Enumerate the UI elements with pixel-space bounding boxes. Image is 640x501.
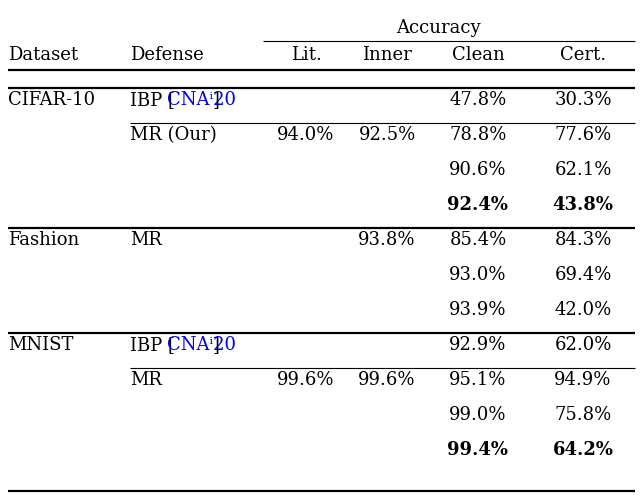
Text: 62.0%: 62.0% bbox=[554, 336, 612, 354]
Text: 94.9%: 94.9% bbox=[554, 371, 612, 389]
Text: 30.3%: 30.3% bbox=[554, 91, 612, 109]
Text: Fashion: Fashion bbox=[8, 231, 79, 249]
Text: 85.4%: 85.4% bbox=[449, 231, 507, 249]
Text: 90.6%: 90.6% bbox=[449, 161, 507, 179]
Text: 99.6%: 99.6% bbox=[358, 371, 416, 389]
Text: 78.8%: 78.8% bbox=[449, 126, 507, 144]
Text: Accuracy: Accuracy bbox=[396, 19, 480, 37]
Text: CIFAR-10: CIFAR-10 bbox=[8, 91, 95, 109]
Text: 42.0%: 42.0% bbox=[554, 301, 612, 319]
Text: 92.4%: 92.4% bbox=[447, 196, 509, 214]
Text: Cert.: Cert. bbox=[560, 46, 606, 64]
Text: Lit.: Lit. bbox=[291, 46, 321, 64]
Text: 94.0%: 94.0% bbox=[277, 126, 335, 144]
Text: MR: MR bbox=[130, 231, 162, 249]
Text: Defense: Defense bbox=[130, 46, 204, 64]
Text: MR: MR bbox=[130, 371, 162, 389]
Text: 92.9%: 92.9% bbox=[449, 336, 507, 354]
Text: ]: ] bbox=[212, 91, 220, 109]
Text: ]: ] bbox=[212, 336, 220, 354]
Text: 93.0%: 93.0% bbox=[449, 266, 507, 284]
Text: 47.8%: 47.8% bbox=[449, 91, 507, 109]
Text: CNAⁱ20: CNAⁱ20 bbox=[168, 336, 237, 354]
Text: IBP [: IBP [ bbox=[130, 336, 175, 354]
Text: 64.2%: 64.2% bbox=[552, 441, 614, 459]
Text: 99.4%: 99.4% bbox=[447, 441, 509, 459]
Text: Clean: Clean bbox=[452, 46, 504, 64]
Text: 93.8%: 93.8% bbox=[358, 231, 416, 249]
Text: 43.8%: 43.8% bbox=[552, 196, 614, 214]
Text: 75.8%: 75.8% bbox=[554, 406, 612, 424]
Text: 93.9%: 93.9% bbox=[449, 301, 507, 319]
Text: MNIST: MNIST bbox=[8, 336, 74, 354]
Text: 99.0%: 99.0% bbox=[449, 406, 507, 424]
Text: 69.4%: 69.4% bbox=[554, 266, 612, 284]
Text: Inner: Inner bbox=[362, 46, 412, 64]
Text: MR (Our): MR (Our) bbox=[130, 126, 217, 144]
Text: CNAⁱ20: CNAⁱ20 bbox=[168, 91, 237, 109]
Text: 77.6%: 77.6% bbox=[554, 126, 612, 144]
Text: 62.1%: 62.1% bbox=[554, 161, 612, 179]
Text: 84.3%: 84.3% bbox=[554, 231, 612, 249]
Text: 95.1%: 95.1% bbox=[449, 371, 507, 389]
Text: IBP [: IBP [ bbox=[130, 91, 175, 109]
Text: Dataset: Dataset bbox=[8, 46, 78, 64]
Text: 92.5%: 92.5% bbox=[358, 126, 415, 144]
Text: 99.6%: 99.6% bbox=[277, 371, 335, 389]
